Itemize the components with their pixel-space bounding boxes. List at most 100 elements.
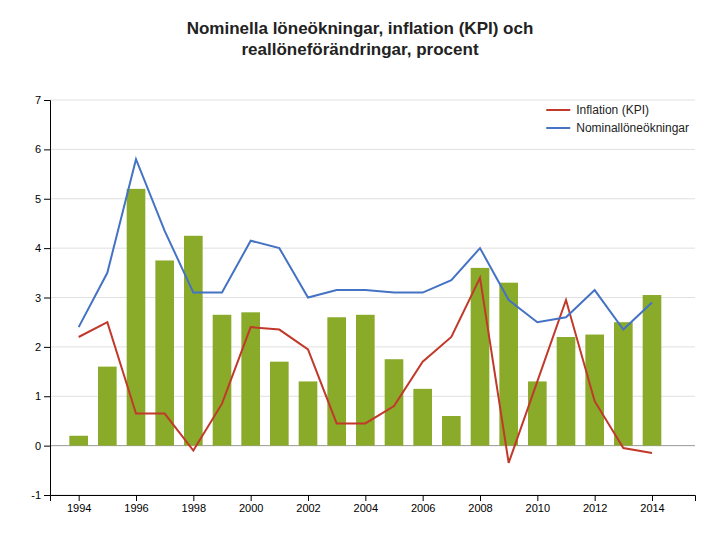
x-tick-label: 2012 [583, 502, 607, 514]
x-tick-label: 2010 [526, 502, 550, 514]
x-tick: 2008 [468, 495, 492, 514]
y-tick: 6 [35, 143, 50, 155]
y-tick: 0 [35, 440, 50, 452]
x-tick-mark [423, 495, 424, 501]
x-tick-label: 2004 [354, 502, 378, 514]
title: Nominella löneökningar, inflation (KPI) … [187, 19, 534, 59]
x-tick-label: 1998 [182, 502, 206, 514]
y-tick: 7 [35, 94, 50, 106]
title-line: Nominella löneökningar, inflation (KPI) … [187, 19, 534, 38]
x-axis-line [51, 496, 696, 502]
bar [356, 315, 375, 446]
chart: Nominella löneökningar, inflation (KPI) … [0, 0, 720, 540]
x-tick-label: 1996 [124, 502, 148, 514]
x-tick-mark [251, 495, 252, 501]
x-tick: 1998 [182, 495, 206, 514]
bar [127, 189, 146, 446]
x-tick-mark [537, 495, 538, 501]
y-tick-mark [44, 199, 50, 200]
bar [557, 337, 576, 446]
y-tick: 2 [35, 341, 50, 353]
y-tick-mark [44, 298, 50, 299]
y-tick-label: 2 [35, 341, 41, 353]
legend-swatch [546, 127, 570, 129]
bar [413, 389, 432, 446]
bar [184, 236, 203, 446]
y-tick-label: 4 [35, 242, 41, 254]
bar [241, 312, 260, 445]
x-tick-mark [193, 495, 194, 501]
x-tick-mark [480, 495, 481, 501]
x-tick-mark [595, 495, 596, 501]
y-tick-label: 6 [35, 143, 41, 155]
line [79, 278, 652, 463]
y-tick: 5 [35, 193, 50, 205]
y-tick: 4 [35, 242, 50, 254]
bar [213, 315, 232, 446]
x-tick-label: 2008 [468, 502, 492, 514]
legend-label: Nominallöneökningar [576, 121, 689, 135]
bar [528, 381, 547, 445]
y-tick-mark [44, 347, 50, 348]
bar [471, 268, 490, 446]
bar [643, 295, 662, 446]
bar [442, 416, 461, 446]
marks [69, 159, 661, 463]
y-tick-mark [44, 446, 50, 447]
x-axis: 1994 1996 1998 2000 2002 2004 2006 2008 2010 2012… [51, 495, 696, 514]
x-tick: 2012 [583, 495, 607, 514]
bar [385, 359, 404, 445]
x-tick-mark [136, 495, 137, 501]
bar [327, 317, 346, 445]
y-tick-label: 7 [35, 94, 41, 106]
bar [614, 322, 633, 445]
chart-container: Nominella löneökningar, inflation (KPI) … [0, 0, 720, 540]
bar-series [69, 189, 661, 446]
plot: 1994199619982000200220042006200820102012… [31, 94, 695, 514]
y-tick-mark [44, 248, 50, 249]
x-tick-label: 1994 [67, 502, 91, 514]
y-tick: 1 [35, 390, 50, 402]
bar [299, 381, 318, 445]
y-tick-mark [44, 149, 50, 150]
x-tick-mark [365, 495, 366, 501]
y-tick-label: 0 [35, 440, 41, 452]
y-tick-mark [44, 495, 50, 496]
grid-line [50, 248, 695, 249]
bar [270, 362, 289, 446]
line [79, 159, 652, 329]
grid-line [50, 100, 695, 101]
y-tick: -1 [31, 489, 50, 501]
grid [50, 100, 695, 495]
bar [69, 436, 88, 446]
y-tick-label: 1 [35, 390, 41, 402]
y-tick-label: -1 [31, 489, 41, 501]
y-tick-label: 5 [35, 193, 41, 205]
x-tick-label: 2002 [296, 502, 320, 514]
grid-line [50, 198, 695, 199]
x-tick-mark [652, 495, 653, 501]
x-tick: 2004 [354, 495, 378, 514]
x-tick: 2006 [411, 495, 435, 514]
y-tick: 3 [35, 292, 50, 304]
legend: Inflation (KPI) Nominallöneökningar [546, 103, 689, 135]
legend-label: Inflation (KPI) [576, 103, 649, 117]
legend-item: Nominallöneökningar [546, 121, 689, 135]
y-axis: -1 0 1 2 3 4 5 6 7 [31, 94, 50, 501]
x-tick-mark [79, 495, 80, 501]
title-line: reallöneförändringar, procent [241, 40, 478, 59]
x-tick-label: 2000 [239, 502, 263, 514]
x-tick-mark [308, 495, 309, 501]
legend-item: Inflation (KPI) [546, 103, 649, 117]
x-tick: 1996 [124, 495, 148, 514]
x-tick: 2014 [640, 495, 664, 514]
grid-line [50, 149, 695, 150]
legend-swatch [546, 109, 570, 111]
y-axis-line [44, 101, 51, 496]
y-tick-label: 3 [35, 292, 41, 304]
x-tick: 2000 [239, 495, 263, 514]
grid-line [50, 297, 695, 298]
bar [585, 335, 604, 446]
x-tick: 2010 [526, 495, 550, 514]
bar [98, 367, 117, 446]
